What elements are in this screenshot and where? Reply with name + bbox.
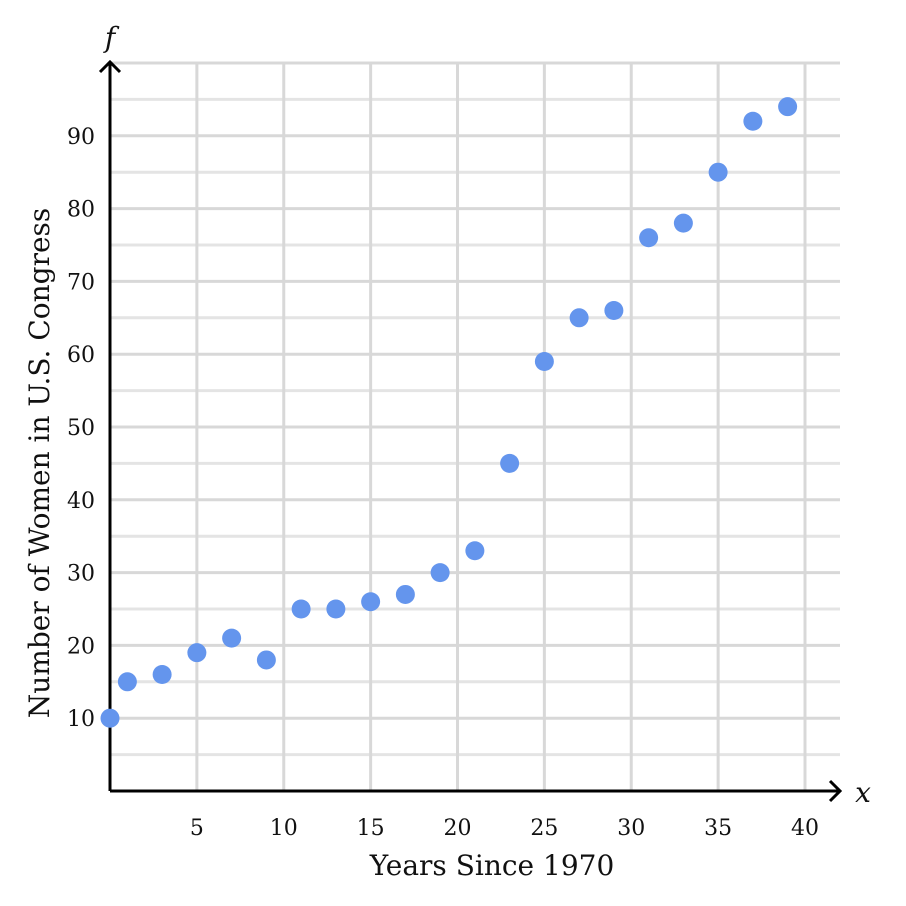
x-tick-label: 20 — [444, 816, 472, 841]
data-point — [639, 228, 659, 248]
data-point — [291, 599, 311, 619]
grid — [110, 61, 840, 791]
x-tick-labels: 5 10 15 20 25 30 35 40 — [190, 816, 819, 841]
y-tick-label: 40 — [67, 489, 95, 514]
x-tick-label: 10 — [270, 816, 298, 841]
data-point — [152, 665, 172, 685]
data-point — [673, 213, 693, 233]
y-tick-labels: 10 20 30 40 50 60 70 80 90 — [67, 125, 95, 732]
y-tick-label: 50 — [67, 416, 95, 441]
x-tick-label: 25 — [530, 816, 558, 841]
data-point — [395, 584, 415, 604]
x-axis-title: Years Since 1970 — [369, 849, 615, 882]
data-point — [500, 453, 520, 473]
x-tick-label: 30 — [617, 816, 645, 841]
y-tick-label: 80 — [67, 198, 95, 223]
data-point — [430, 563, 450, 583]
x-axis-variable: x — [855, 776, 871, 809]
data-points — [100, 97, 798, 728]
data-point — [117, 672, 137, 692]
data-point — [569, 308, 589, 328]
data-point — [326, 599, 346, 619]
data-point — [534, 351, 554, 371]
y-tick-label: 70 — [67, 270, 95, 295]
data-point — [743, 111, 763, 131]
axes — [98, 59, 843, 803]
y-axis-variable: f — [103, 21, 120, 54]
data-point — [100, 708, 120, 728]
x-tick-label: 15 — [357, 816, 385, 841]
y-axis-title: Number of Women in U.S. Congress — [23, 208, 56, 719]
data-point — [465, 541, 485, 561]
x-tick-label: 5 — [190, 816, 204, 841]
y-tick-label: 60 — [67, 343, 95, 368]
y-tick-label: 30 — [67, 562, 95, 587]
data-point — [604, 301, 624, 321]
x-tick-label: 40 — [791, 816, 819, 841]
data-point — [187, 643, 207, 663]
data-point — [361, 592, 381, 612]
y-tick-label: 10 — [67, 707, 95, 732]
y-tick-label: 90 — [67, 125, 95, 150]
y-axis-arrow — [98, 59, 122, 74]
data-point — [778, 97, 798, 117]
data-point — [256, 650, 276, 670]
x-tick-label: 35 — [704, 816, 732, 841]
data-point — [222, 628, 242, 648]
x-axis-arrow — [828, 779, 843, 803]
y-tick-label: 20 — [67, 634, 95, 659]
data-point — [708, 162, 728, 182]
